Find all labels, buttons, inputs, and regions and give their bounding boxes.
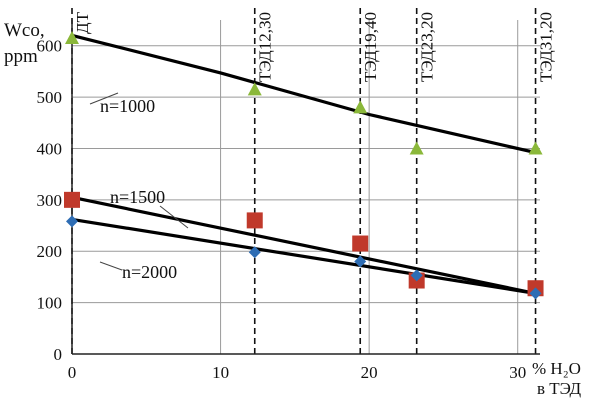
trend-line: [71, 33, 536, 155]
x-axis-label-line2: в ТЭД: [537, 379, 581, 398]
y-tick-label: 600: [37, 37, 63, 56]
trend-lines: [71, 33, 536, 295]
fuel-line-label: ТЭД23,20: [418, 12, 437, 82]
trend-line: [71, 217, 536, 295]
y-axis-label-line2: ppm: [4, 46, 38, 67]
y-tick-label: 400: [37, 139, 63, 158]
axes: [71, 20, 540, 355]
annotation-leader: [159, 205, 189, 229]
point-n-1000: [247, 82, 262, 96]
point-n-1000: [353, 100, 368, 114]
fuel-line-label: ТЭД31,20: [537, 12, 556, 82]
y-tick-label: 200: [37, 242, 63, 261]
point-n-2000: [529, 287, 542, 300]
point-n-1500: [246, 212, 263, 229]
point-n-2000: [410, 269, 423, 282]
y-tick-label: 500: [37, 88, 63, 107]
y-tick-label: 300: [37, 191, 63, 210]
x-tick-label: 10: [212, 363, 229, 382]
x-axis-label-line1: % H₂O: [532, 359, 581, 378]
point-n-1500: [352, 235, 369, 252]
series-label: n=1000: [100, 96, 155, 116]
fuel-line-label: ДТ: [73, 11, 92, 34]
point-n-1000: [65, 30, 79, 44]
y-tick-label: 100: [37, 294, 63, 313]
y-axis-label-line1: Wco,: [4, 20, 45, 41]
fuel-lines: ДТ ТЭД12,30 ТЭД19,40 ТЭД23,20 ТЭД31,20: [71, 8, 556, 354]
point-n-2000: [66, 215, 78, 228]
point-n-1000: [528, 141, 543, 155]
fuel-line-label: ТЭД19,40: [361, 12, 380, 82]
annotation-leader: [99, 261, 123, 271]
point-n-2000: [354, 255, 367, 268]
fuel-line-label: ТЭД12,30: [256, 12, 275, 82]
labels: Wco, ppm % H₂O в ТЭД: [4, 20, 581, 398]
y-tick-label: 0: [54, 345, 63, 364]
series-label: n=1500: [110, 187, 165, 207]
trend-line: [71, 195, 536, 295]
point-n-2000: [248, 246, 261, 259]
point-n-1500: [64, 191, 80, 208]
x-tick-label: 30: [509, 363, 526, 382]
point-n-1000: [409, 141, 424, 155]
x-tick-label: 20: [361, 363, 378, 382]
annotation-leader: [89, 92, 119, 105]
x-tick-label: 0: [68, 363, 77, 382]
data-points: n=1000 n=1500 n=2000: [64, 30, 544, 300]
ticks: 0 100 200 300 400 500 600 0 10 20 30: [37, 37, 527, 382]
series-label: n=2000: [122, 262, 177, 282]
